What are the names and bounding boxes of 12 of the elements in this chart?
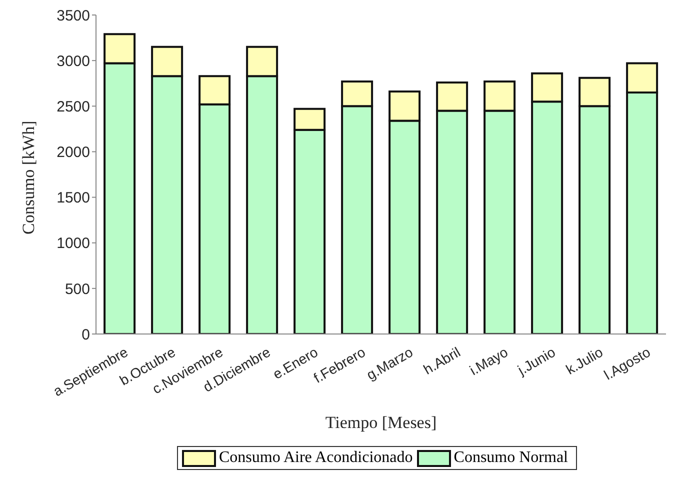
y-tick-label: 2000 [56, 144, 90, 162]
y-tick-label: 3000 [56, 52, 90, 70]
legend-label: Consumo Normal [454, 449, 568, 467]
legend-label: Consumo Aire Acondicionado [219, 449, 413, 467]
y-tick-label: 1000 [56, 235, 90, 252]
y-axis-title: Consumo [kWh] [19, 120, 38, 234]
y-tick-label: 3500 [56, 7, 90, 24]
y-tick-label: 1500 [56, 190, 90, 207]
y-tick-label: 2500 [56, 98, 90, 116]
y-tick-label: 500 [64, 280, 90, 298]
y-tick-label: 0 [82, 326, 90, 344]
x-axis-title: Tiempo [Meses] [325, 413, 437, 432]
